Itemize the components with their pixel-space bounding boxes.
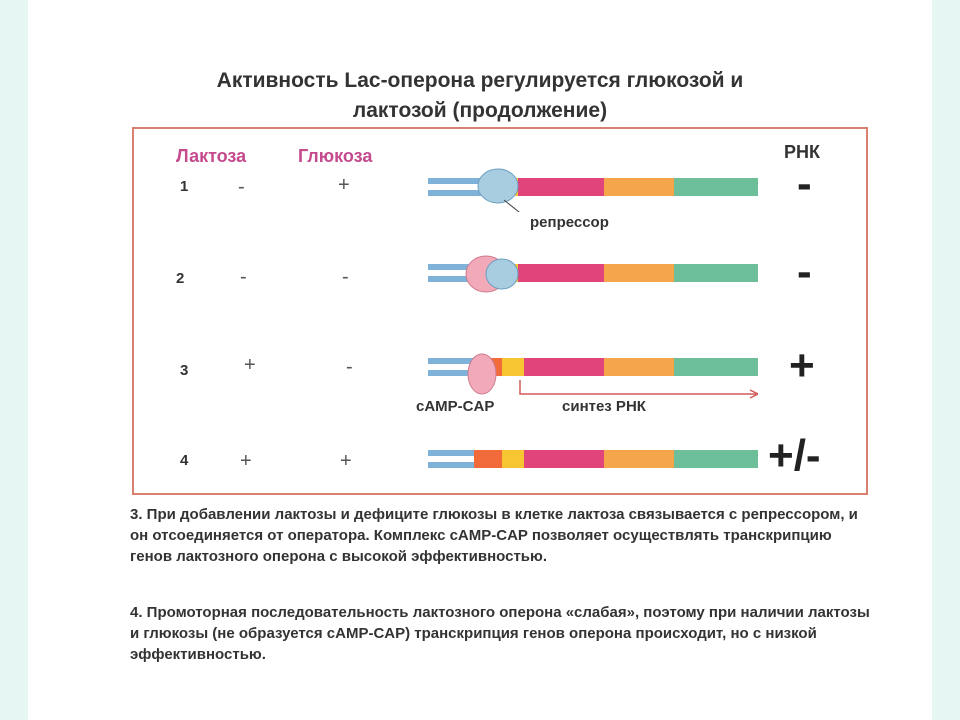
row-3-rna: + bbox=[789, 341, 815, 390]
row-3-glucose: - bbox=[346, 356, 353, 378]
title-line-2: лактозой (продолжение) bbox=[352, 99, 608, 122]
explanation-paragraph-4: 4. Промоторная последовательность лактоз… bbox=[130, 604, 870, 663]
row-1-number: 1 bbox=[180, 178, 189, 195]
row-1-rna: - bbox=[797, 159, 812, 208]
row-2-lactose: - bbox=[240, 266, 247, 288]
dna-row-2 bbox=[428, 255, 758, 293]
row-3-lactose: + bbox=[244, 354, 256, 376]
dna-row-4 bbox=[428, 450, 758, 468]
row-2-rna: - bbox=[797, 247, 812, 296]
row-1-glucose: + bbox=[338, 174, 350, 196]
row-4-number: 4 bbox=[180, 452, 189, 469]
dna-row-3 bbox=[428, 353, 758, 399]
label-rna-synthesis: синтез РНК bbox=[562, 398, 646, 415]
slide-title: Активность Lac-оперона регулируется глюк… bbox=[28, 66, 932, 126]
explanation-paragraph-3: 3. При добавлении лактозы и дефиците глю… bbox=[130, 506, 858, 565]
row-4-rna: +/- bbox=[768, 431, 821, 480]
header-lactose: Лактоза bbox=[176, 146, 247, 166]
title-line-1: Активность Lac-оперона регулируется глюк… bbox=[216, 69, 744, 92]
diagram-frame bbox=[132, 127, 868, 495]
dna-row-1 bbox=[428, 168, 758, 212]
row-4-glucose: + bbox=[340, 450, 352, 472]
row-3-number: 3 bbox=[180, 362, 189, 379]
row-1-lactose: - bbox=[238, 176, 245, 198]
row-2-number: 2 bbox=[176, 270, 185, 287]
row-2-glucose: - bbox=[342, 266, 349, 288]
label-camp-cap: сAMP-CAP bbox=[416, 398, 495, 415]
label-repressor: репрессор bbox=[530, 214, 609, 231]
header-rna: РНК bbox=[784, 142, 820, 162]
header-glucose: Глюкоза bbox=[298, 146, 373, 166]
row-4-lactose: + bbox=[240, 450, 252, 472]
